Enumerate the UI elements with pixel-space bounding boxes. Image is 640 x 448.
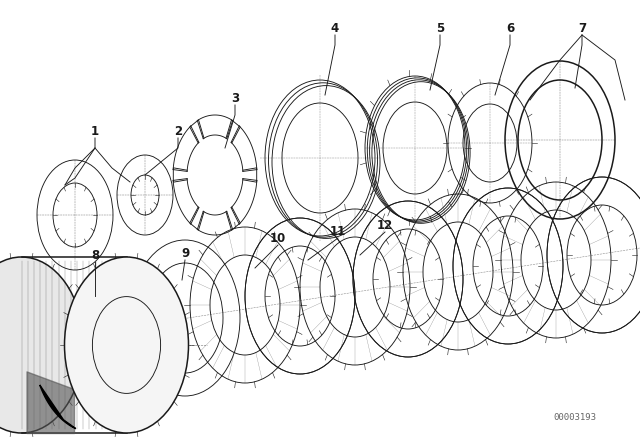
Text: 00003193: 00003193 — [554, 414, 596, 422]
Text: 8: 8 — [91, 249, 99, 262]
Polygon shape — [40, 385, 76, 429]
Text: 10: 10 — [270, 232, 286, 245]
Text: 6: 6 — [506, 22, 514, 35]
Text: 9: 9 — [181, 247, 189, 260]
Text: 7: 7 — [578, 22, 586, 35]
Text: 2: 2 — [174, 125, 182, 138]
Text: 4: 4 — [331, 22, 339, 35]
Text: 11: 11 — [330, 225, 346, 238]
Text: 1: 1 — [91, 125, 99, 138]
Text: 3: 3 — [231, 92, 239, 105]
Ellipse shape — [0, 257, 83, 433]
Text: 5: 5 — [436, 22, 444, 35]
Ellipse shape — [65, 257, 189, 433]
Text: 12: 12 — [377, 219, 393, 232]
